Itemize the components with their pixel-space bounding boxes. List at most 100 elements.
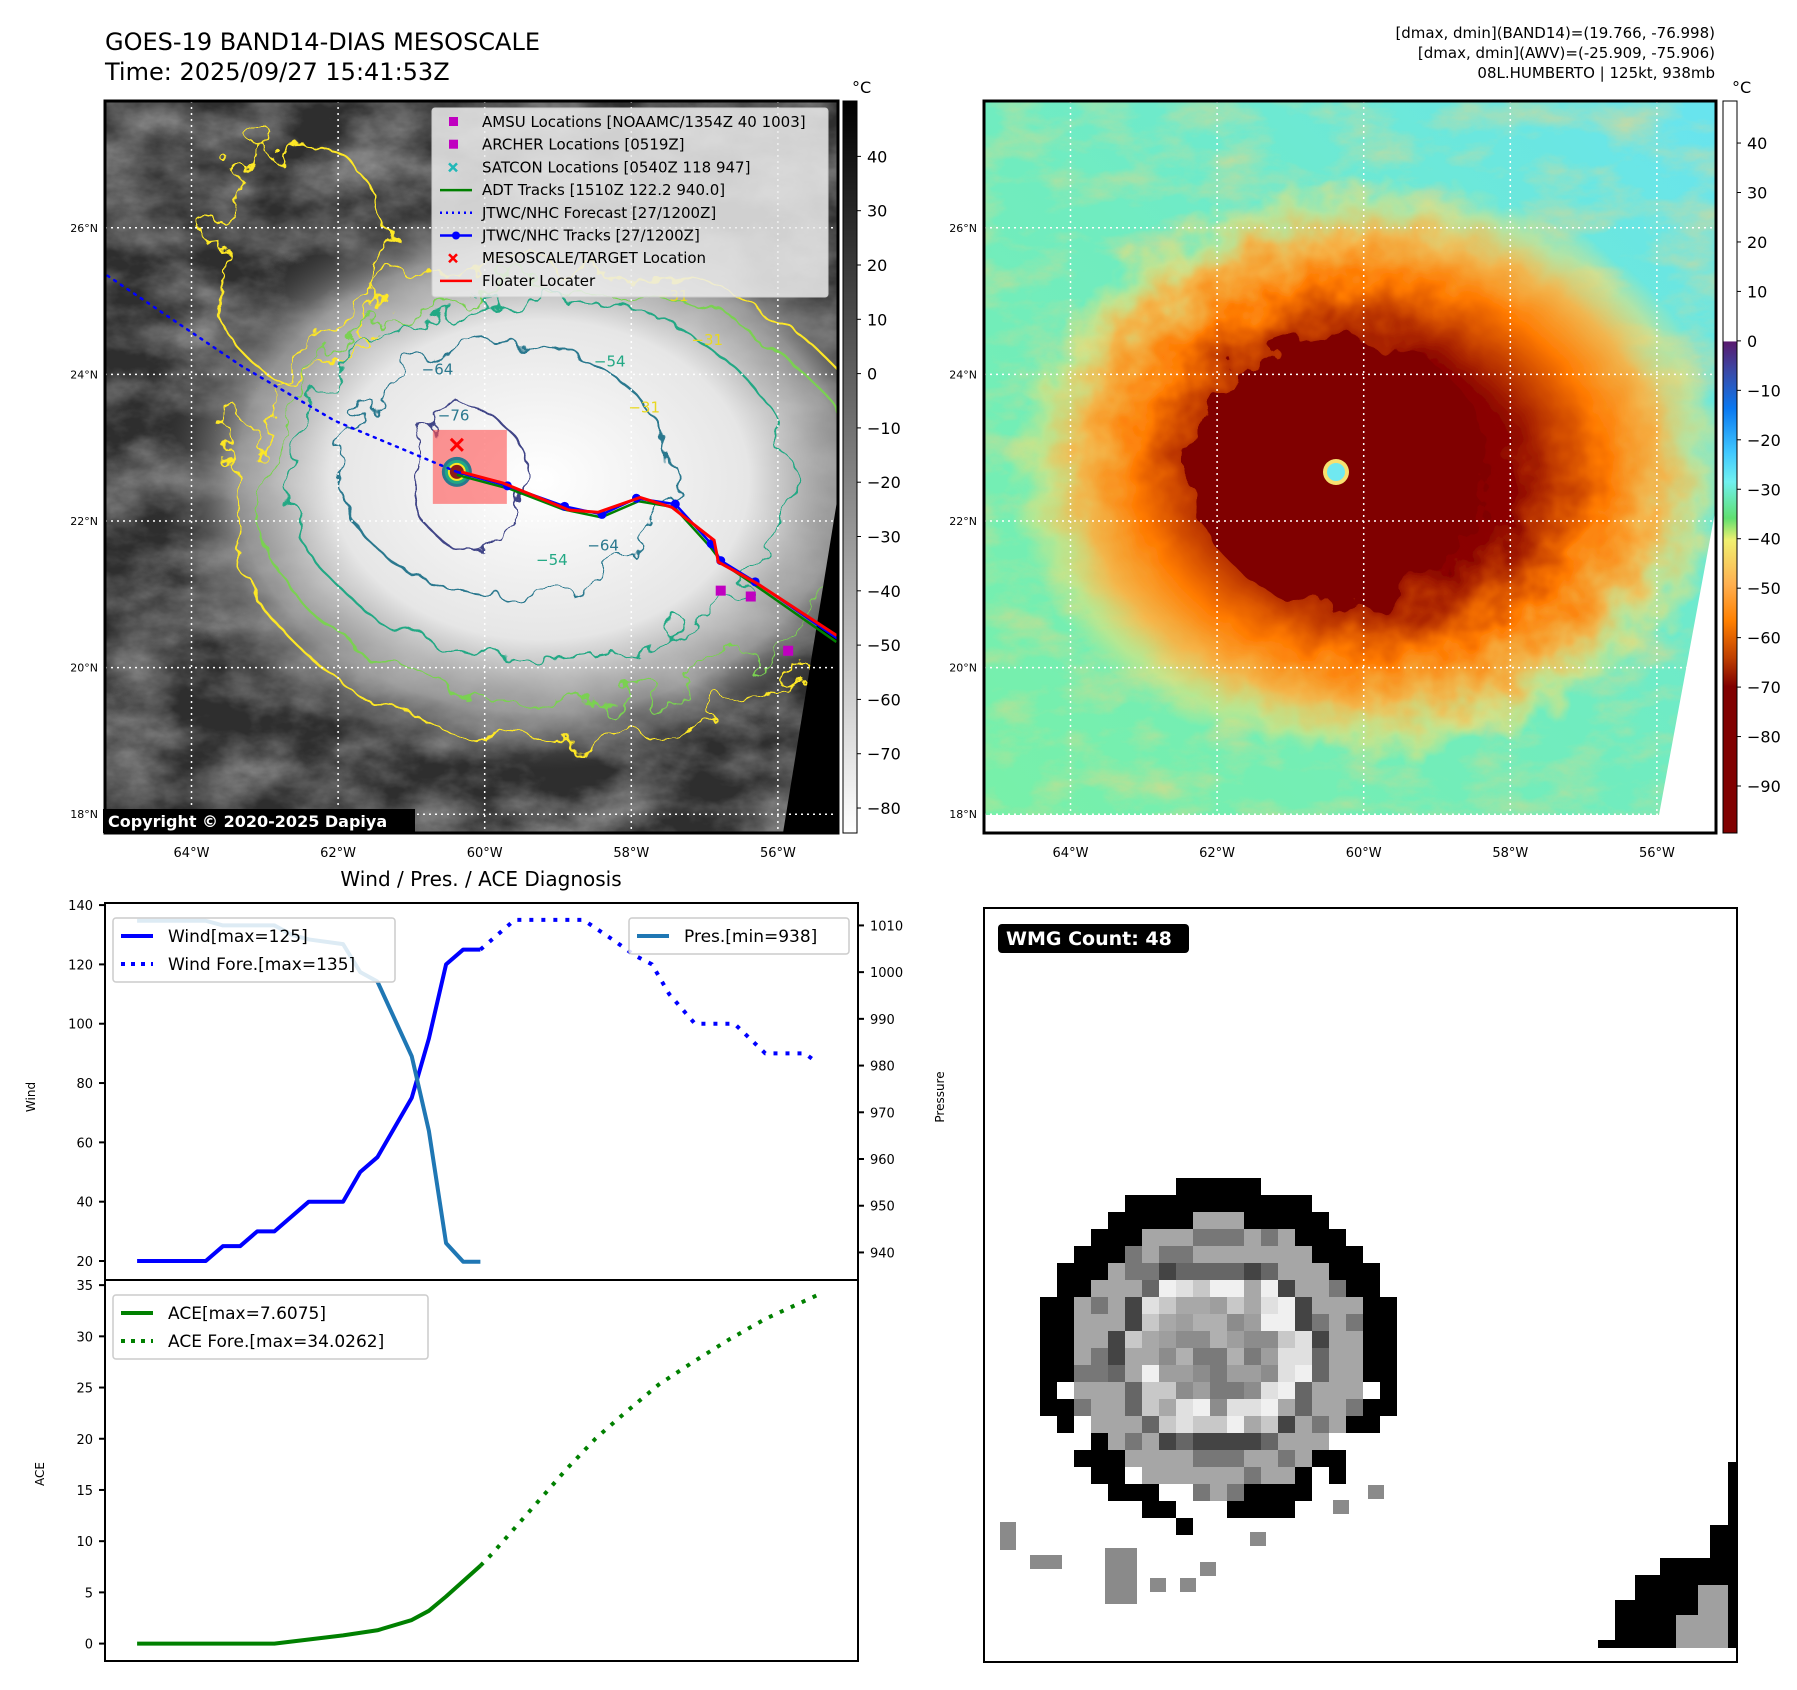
wmg-pixel bbox=[1125, 1348, 1142, 1365]
wmg-pixel bbox=[1210, 1263, 1227, 1280]
series-wind bbox=[137, 947, 481, 1264]
amsu-marker bbox=[715, 585, 726, 596]
wmg-pixel bbox=[1074, 1399, 1091, 1416]
no-data-wedge bbox=[783, 495, 838, 833]
eye bbox=[1327, 463, 1345, 481]
wmg-pixel bbox=[1278, 1501, 1295, 1518]
wmg-pixel bbox=[1295, 1212, 1312, 1229]
wmg-pixel bbox=[1244, 1433, 1261, 1450]
wmg-pixel bbox=[1261, 1229, 1278, 1246]
wmg-pixel bbox=[1227, 1450, 1244, 1467]
map-gridlines bbox=[984, 101, 1716, 833]
colorbar-tick-label: 0 bbox=[1747, 332, 1757, 351]
wmg-pixel bbox=[1125, 1229, 1142, 1246]
wmg-pixel bbox=[1278, 1484, 1295, 1501]
wmg-pixel bbox=[1193, 1212, 1210, 1229]
wmg-pixel bbox=[1159, 1331, 1176, 1348]
lat-tick-label: 26°N bbox=[949, 222, 977, 235]
target-x-marker bbox=[449, 437, 464, 452]
colorbar-tick-label: −40 bbox=[867, 582, 901, 601]
wmg-pixel bbox=[1180, 1578, 1196, 1592]
wmg-pixel bbox=[1030, 1555, 1062, 1569]
wmg-pixel bbox=[1244, 1178, 1261, 1195]
wmg-pixel bbox=[1176, 1348, 1193, 1365]
wmg-pixel bbox=[1227, 1467, 1244, 1484]
wmg-pixel bbox=[1227, 1331, 1244, 1348]
wmg-pixel bbox=[1227, 1433, 1244, 1450]
forecast-track bbox=[105, 272, 459, 474]
legend-label: ACE Fore.[max=34.0262] bbox=[168, 1332, 384, 1352]
wmg-pixel bbox=[1176, 1416, 1193, 1433]
wmg-pixel bbox=[1210, 1331, 1227, 1348]
wmg-pixel bbox=[1261, 1246, 1278, 1263]
wmg-pixel bbox=[1329, 1450, 1346, 1467]
ace-plot bbox=[137, 1293, 818, 1646]
legend-x-icon bbox=[448, 162, 458, 173]
wmg-pixel bbox=[1074, 1331, 1091, 1348]
wmg-pixel bbox=[1346, 1263, 1363, 1280]
wmg-pixel bbox=[1125, 1263, 1142, 1280]
wmg-pixel bbox=[1142, 1195, 1159, 1212]
wmg-pixel bbox=[1176, 1450, 1193, 1467]
wmg-pixel bbox=[1108, 1467, 1125, 1484]
wmg-pixel bbox=[1040, 1348, 1057, 1365]
wmg-pixel bbox=[1040, 1314, 1057, 1331]
lon-tick-label: 64°W bbox=[174, 846, 210, 861]
wmg-pixel bbox=[1227, 1348, 1244, 1365]
legend-x-icon bbox=[448, 253, 458, 264]
wmg-pixel bbox=[1278, 1212, 1295, 1229]
wmg-pixel bbox=[1210, 1229, 1227, 1246]
wmg-pixel bbox=[1159, 1195, 1176, 1212]
wmg-pixel bbox=[1057, 1331, 1074, 1348]
wmg-pixel bbox=[1210, 1314, 1227, 1331]
contour-label: −64 bbox=[587, 536, 619, 554]
wmg-pixel bbox=[1244, 1314, 1261, 1331]
wmg-pixel bbox=[1193, 1348, 1210, 1365]
copyright-box: Copyright © 2020-2025 Dapiya bbox=[103, 809, 415, 833]
wmg-pixel bbox=[1040, 1399, 1057, 1416]
wmg-pixel bbox=[1329, 1416, 1346, 1433]
wmg-pixel bbox=[1261, 1195, 1278, 1212]
wmg-pixel bbox=[1142, 1501, 1159, 1518]
y-tick-label: 25 bbox=[76, 1382, 93, 1397]
wmg-pixel bbox=[1159, 1467, 1176, 1484]
wmg-pixel bbox=[1346, 1314, 1363, 1331]
wmg-pixel bbox=[1210, 1382, 1227, 1399]
wmg-pixel bbox=[1074, 1314, 1091, 1331]
wind-pressure-ticks: 20 40 60 80 100 120 140 940 950 960 970 980 990 1000 1… bbox=[68, 899, 903, 1270]
wmg-pixel bbox=[1108, 1433, 1125, 1450]
wmg-pixel bbox=[1091, 1365, 1108, 1382]
wmg-pixel bbox=[1278, 1246, 1295, 1263]
wmg-pixel bbox=[1210, 1195, 1227, 1212]
wmg-pixel bbox=[1142, 1246, 1159, 1263]
wmg-pixel bbox=[1295, 1331, 1312, 1348]
wmg-pixel bbox=[1244, 1399, 1261, 1416]
wmg-pixel bbox=[1346, 1246, 1363, 1263]
wmg-pixel bbox=[1329, 1314, 1346, 1331]
wmg-pixel bbox=[1295, 1416, 1312, 1433]
wmg-pixel bbox=[1210, 1178, 1227, 1195]
colorbar-tick-label: −60 bbox=[867, 690, 901, 709]
colorbar-tick-label: 30 bbox=[1747, 184, 1767, 203]
contour-label: −54 bbox=[594, 352, 626, 370]
wmg-pixel bbox=[1108, 1263, 1125, 1280]
y-tick-label: 80 bbox=[76, 1077, 93, 1092]
colorbar-tick-label: −20 bbox=[867, 473, 901, 492]
wmg-edge-block bbox=[1676, 1585, 1728, 1648]
lon-tick-label: 58°W bbox=[1492, 846, 1528, 861]
ace-ticks: 0 5 10 15 20 25 30 35 bbox=[76, 1279, 105, 1653]
wmg-pixel bbox=[1278, 1297, 1295, 1314]
wmg-pixel bbox=[1091, 1467, 1108, 1484]
wmg-pixel bbox=[1244, 1280, 1261, 1297]
wmg-pixel bbox=[1363, 1263, 1380, 1280]
wmg-pixel bbox=[1074, 1365, 1091, 1382]
wmg-pixel bbox=[1227, 1399, 1244, 1416]
y-tick-label: 100 bbox=[68, 1018, 93, 1033]
wmg-pixel bbox=[1108, 1348, 1125, 1365]
colorbar-tick-label: −10 bbox=[1747, 381, 1781, 400]
y2-tick-label: 990 bbox=[870, 1013, 895, 1028]
lat-tick-label: 20°N bbox=[949, 662, 977, 675]
wmg-pixel bbox=[1125, 1246, 1142, 1263]
wmg-pixel bbox=[1125, 1212, 1142, 1229]
wmg-pixel bbox=[1193, 1382, 1210, 1399]
